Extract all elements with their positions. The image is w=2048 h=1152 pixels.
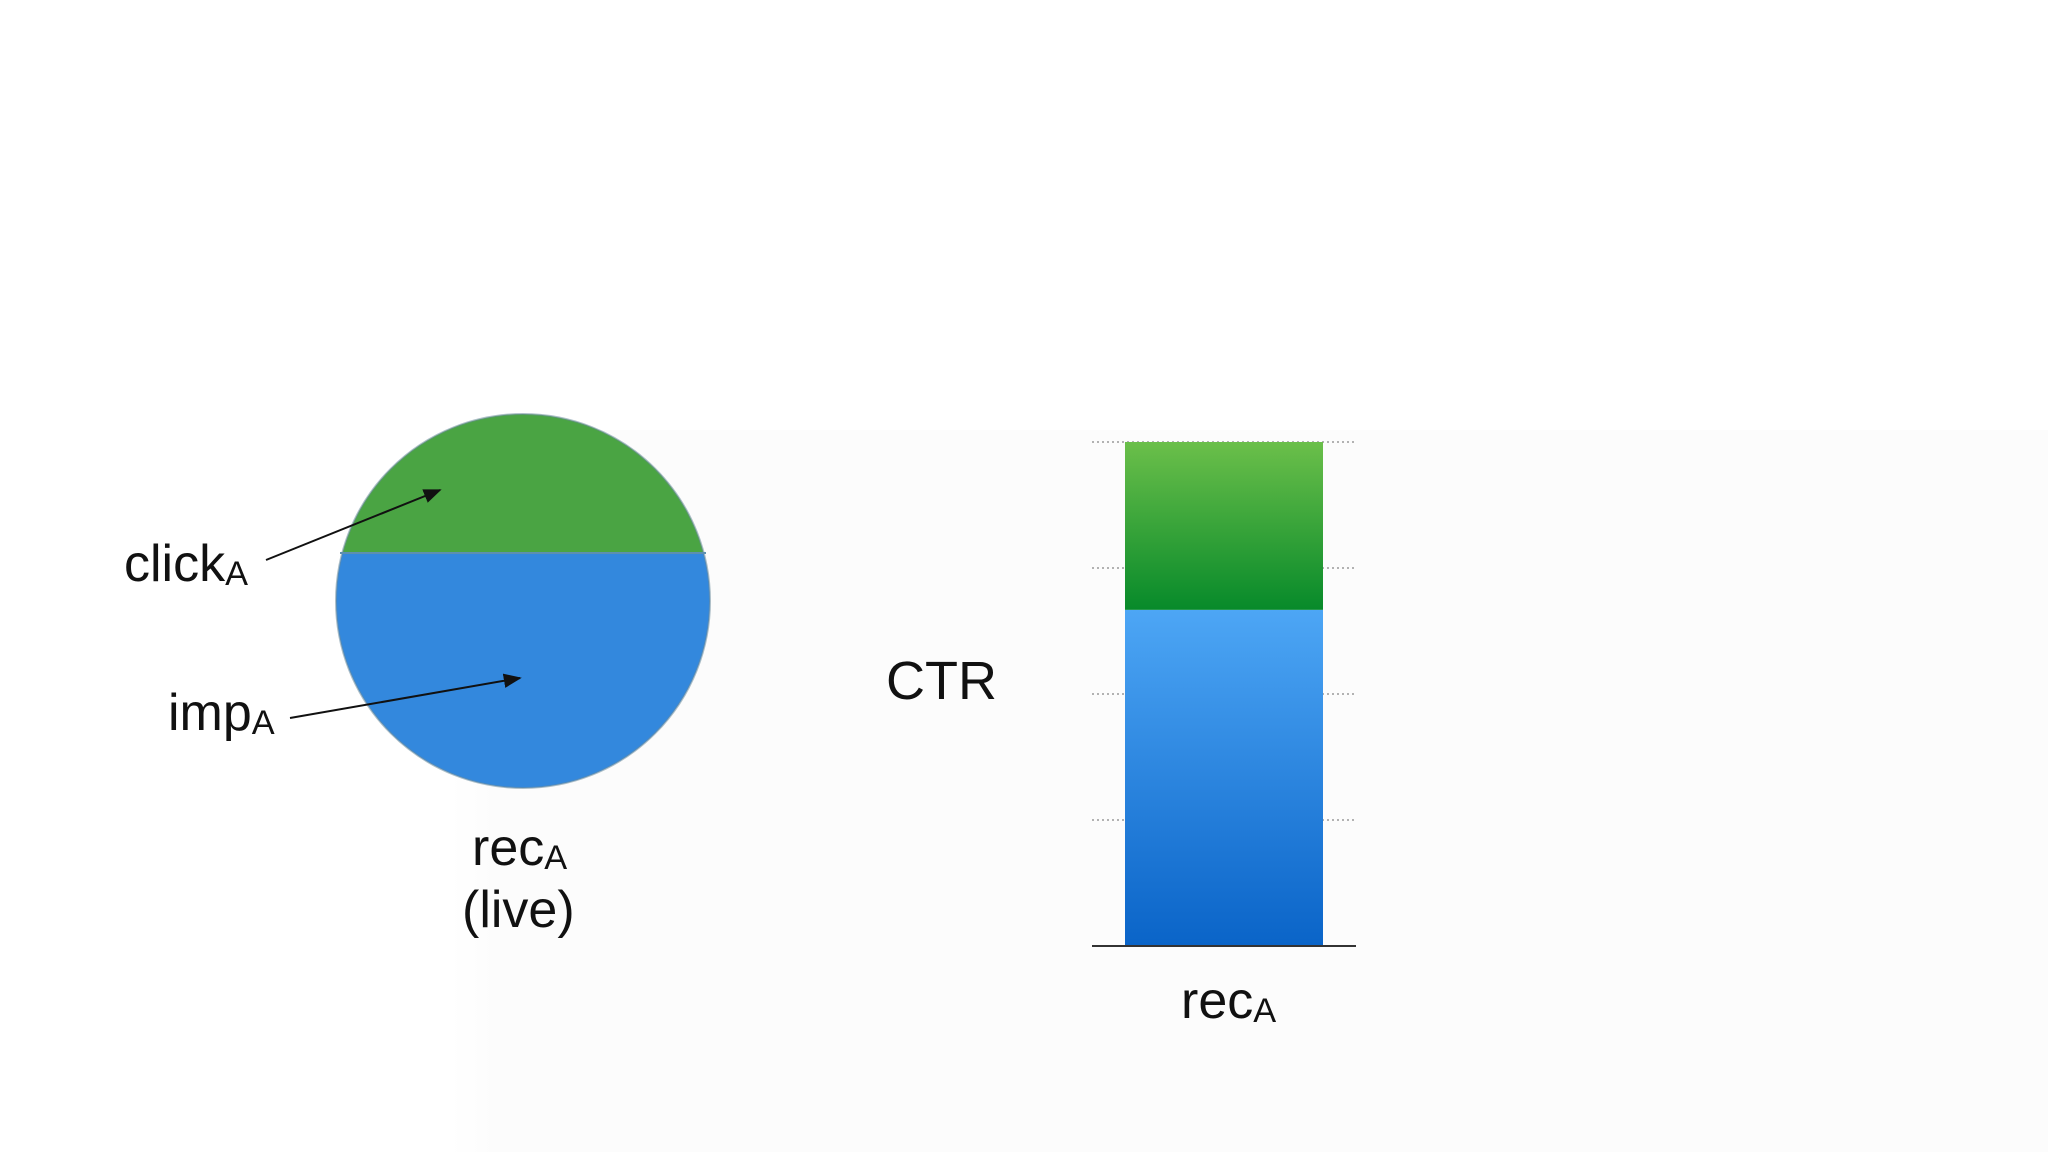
bar-chart bbox=[1092, 441, 1356, 947]
click-label-subscript: A bbox=[225, 555, 248, 594]
click-arrow bbox=[265, 489, 442, 561]
rec-label-text: rec bbox=[472, 819, 545, 877]
rec-live-label: recA bbox=[472, 822, 567, 875]
pie-outline bbox=[335, 413, 711, 789]
bar-segment-imp bbox=[1125, 609, 1323, 946]
bar-x-label-text: rec bbox=[1181, 972, 1254, 1030]
imp-arrow bbox=[289, 673, 522, 719]
imp-label-text: imp bbox=[168, 684, 252, 742]
ctr-axis-label: CTR bbox=[886, 651, 997, 711]
click-label-text: click bbox=[124, 535, 226, 593]
bar-x-label-subscript: A bbox=[1253, 992, 1277, 1031]
imp-label: impA bbox=[168, 687, 275, 740]
pie-chart bbox=[336, 414, 710, 788]
pie-segment-click bbox=[336, 414, 710, 553]
live-label: (live) bbox=[462, 881, 575, 939]
bar-x-label: recA bbox=[1181, 975, 1276, 1028]
bar-segment-click bbox=[1125, 442, 1323, 610]
click-label: clickA bbox=[124, 538, 248, 591]
imp-label-subscript: A bbox=[251, 704, 275, 743]
pie-segment-imp bbox=[336, 553, 710, 788]
rec-label-subscript: A bbox=[544, 839, 568, 878]
